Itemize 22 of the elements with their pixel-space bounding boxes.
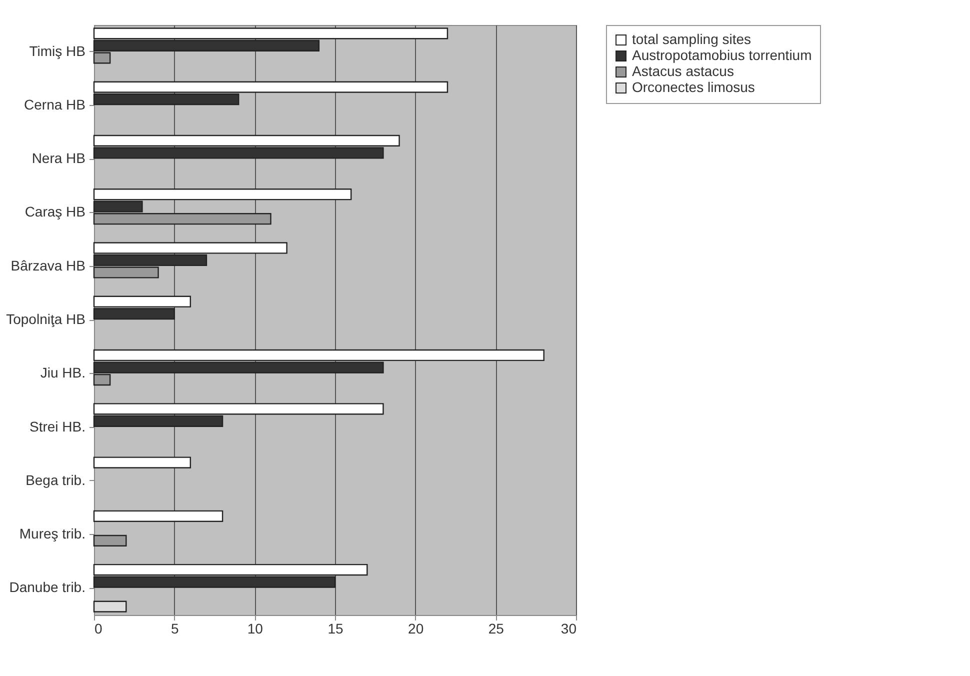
legend-label: Austropotamobius torrentium [632,47,812,63]
y-tick-label: Cerna HB [24,96,86,112]
x-tick-label: 5 [170,620,179,636]
y-tick-label: Jiu HB. [40,364,86,381]
x-tick-label: 15 [328,620,344,636]
y-tick-label: Nera HB [32,150,86,166]
y-tick-label: Strei HB. [29,418,86,434]
x-tick-label: 0 [94,620,102,636]
y-tick-label: Bârzava HB [10,257,86,274]
y-tick-label: Caraş HB [24,204,86,220]
y-tick-label: Danube trib. [9,579,86,596]
y-tick-label: Bega trib. [26,472,86,488]
legend-label: total sampling sites [632,31,752,47]
y-tick-label: Topolniţa HB [6,311,86,327]
legend-label: Orconectes limosus [632,79,755,95]
y-tick-label: Timiş HB [29,42,86,59]
x-tick-label: 30 [560,620,577,636]
legend-label: Astacus astacus [632,63,734,79]
x-tick-label: 20 [408,620,424,636]
x-tick-label: 10 [247,620,264,636]
x-tick-label: 25 [488,620,504,636]
y-tick-label: Mureş trib. [19,526,86,542]
